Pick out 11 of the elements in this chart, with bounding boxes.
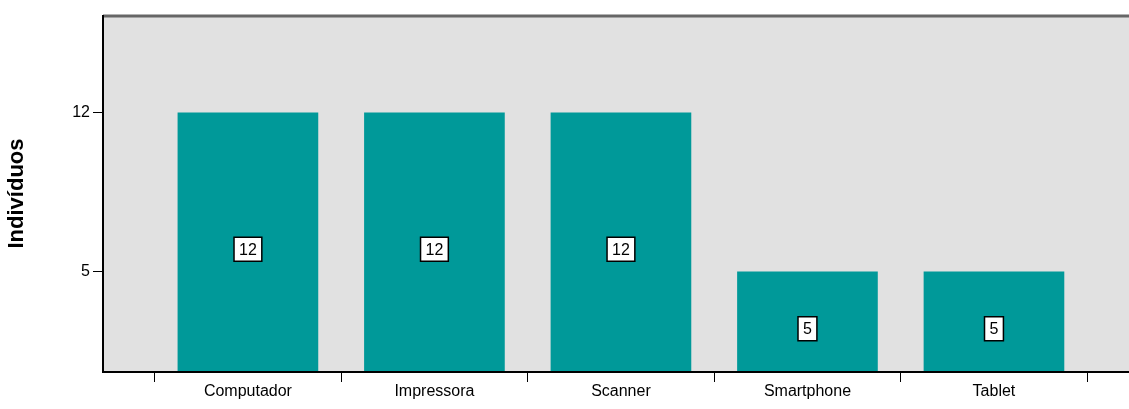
data-label: 12 <box>239 240 257 258</box>
x-tick-label: Computador <box>203 382 293 400</box>
x-tick-label: Impressora <box>394 382 475 400</box>
data-label: 12 <box>612 240 630 258</box>
y-axis-title: Indivíduos <box>3 138 29 249</box>
x-tick-label: Smartphone <box>763 382 852 400</box>
data-label: 5 <box>803 320 812 338</box>
data-label: 5 <box>989 320 999 338</box>
x-tick-label: Scanner <box>591 382 652 400</box>
x-tick-label: Tablet <box>972 382 1016 400</box>
data-label: 12 <box>425 240 444 258</box>
